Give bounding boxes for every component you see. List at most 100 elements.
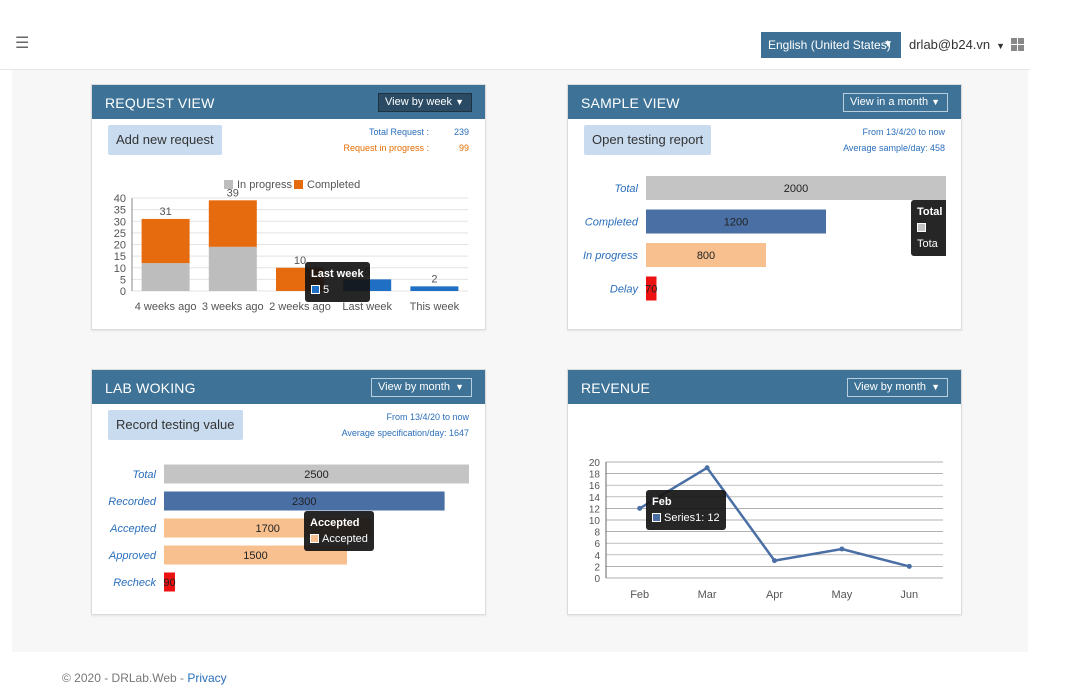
x-tick-label: Feb: [630, 589, 649, 601]
view-by-label: View by week: [385, 96, 453, 108]
y-tick-label: 4: [594, 551, 600, 562]
bar: [646, 209, 826, 234]
tooltip-swatch: [652, 513, 661, 522]
y-tick-label: 35: [114, 205, 126, 217]
legend-swatch: [224, 180, 233, 189]
sample-stats: From 13/4/20 to now Average sample/day: …: [745, 124, 945, 156]
footer-copyright: © 2020 - DRLab.Web -: [62, 671, 188, 685]
tooltip-value: Accepted: [322, 533, 368, 545]
card-title: SAMPLE VIEW: [581, 95, 680, 111]
data-label: 39: [227, 187, 239, 199]
apps-grid-icon[interactable]: [1011, 38, 1024, 51]
data-point: [772, 558, 777, 564]
y-tick-label: 6: [594, 539, 600, 550]
bar: [164, 572, 175, 592]
y-tick-label: 5: [120, 274, 126, 286]
x-tick-label: 4 weeks ago: [135, 301, 197, 313]
card-title: REVENUE: [581, 380, 651, 396]
footer: © 2020 - DRLab.Web - Privacy: [62, 671, 227, 685]
request-stats: Total Request : 239 Request in progress :…: [269, 124, 469, 156]
tooltip-title: Feb: [652, 496, 672, 508]
chevron-down-icon: ▼: [996, 41, 1006, 51]
add-new-request-button[interactable]: Add new request: [108, 125, 222, 155]
y-tick-label: 8: [594, 528, 600, 539]
tooltip-swatch: [917, 223, 926, 232]
record-testing-value-button[interactable]: Record testing value: [108, 410, 243, 440]
language-select[interactable]: English (United States) ▼: [761, 32, 901, 58]
card-header: LAB WOKING View by month ▼: [92, 370, 485, 404]
data-label: 2000: [784, 183, 808, 195]
lab-working-card: LAB WOKING View by month ▼ Record testin…: [91, 369, 486, 615]
category-label: In progress: [583, 250, 639, 262]
bar: [164, 464, 469, 484]
y-tick-label: 10: [114, 263, 126, 275]
privacy-link[interactable]: Privacy: [187, 671, 227, 685]
category-label: Completed: [585, 217, 639, 229]
data-label: 1500: [243, 550, 267, 562]
language-label: English (United States): [768, 38, 891, 52]
y-tick-label: 0: [594, 574, 600, 585]
lab-average: Average specification/day: 1647: [341, 428, 469, 438]
tooltip-title: Accepted: [310, 517, 360, 529]
sample-average: Average sample/day: 458: [843, 143, 945, 153]
chevron-down-icon: ▼: [883, 39, 893, 50]
lab-hbar-chart: Total 2500 Recorded 2300 Accepted 1700 Approve…: [108, 464, 469, 592]
chart-tooltip: Total Tota: [911, 200, 946, 256]
x-tick-label: Last week: [342, 301, 392, 313]
view-by-select[interactable]: View in a month ▼: [843, 93, 948, 112]
revenue-card: REVENUE View by month ▼ 0 2 4 6 8 10 12 14 16 18 2…: [567, 369, 962, 615]
card-title: REQUEST VIEW: [105, 95, 215, 111]
category-label: Recheck: [113, 577, 156, 589]
view-by-label: View by month: [378, 381, 450, 393]
data-point: [906, 563, 912, 569]
x-tick-label: May: [832, 589, 853, 601]
data-label: 1200: [724, 217, 748, 229]
user-menu[interactable]: drlab@b24.vn ▼: [909, 37, 1005, 52]
menu-icon[interactable]: ☰: [15, 35, 30, 52]
chevron-down-icon: ▼: [455, 382, 464, 392]
x-tick-label: Mar: [698, 589, 717, 601]
y-tick-label: 0: [120, 286, 126, 298]
card-header: REQUEST VIEW View by week ▼: [92, 85, 485, 119]
data-label: 10: [294, 255, 306, 267]
category-label: Approved: [108, 550, 157, 562]
data-label: 70: [645, 284, 657, 296]
view-by-label: View in a month: [850, 96, 929, 108]
sample-date-range: From 13/4/20 to now: [862, 127, 945, 137]
category-label: Accepted: [109, 523, 157, 535]
open-testing-report-button[interactable]: Open testing report: [584, 125, 712, 155]
tooltip-swatch: [311, 285, 320, 294]
x-tick-label: This week: [410, 301, 460, 313]
x-tick-label: Apr: [766, 589, 783, 601]
request-progress-value: 99: [458, 143, 469, 153]
y-tick-label: 12: [589, 504, 601, 515]
data-point: [637, 505, 643, 511]
bar: [164, 491, 445, 511]
y-tick-label: 14: [589, 493, 601, 504]
lab-date-range: From 13/4/20 to now: [386, 412, 469, 422]
y-tick-label: 16: [589, 481, 601, 492]
category-label: Total: [133, 469, 157, 481]
legend-label: In progress: [237, 179, 293, 191]
view-by-select[interactable]: View by month ▼: [371, 378, 472, 397]
y-tick-label: 25: [114, 228, 126, 240]
data-label: 2500: [304, 469, 328, 481]
tooltip-title: Total: [917, 206, 943, 218]
y-tick-label: 18: [589, 470, 601, 481]
sample-hbar-chart: Total 2000 Completed 1200 In progress 800 Dela…: [583, 176, 946, 301]
sample-view-card: SAMPLE VIEW View in a month ▼ Open testi…: [567, 84, 962, 330]
data-point: [839, 546, 845, 552]
chart-tooltip: Last week 5: [305, 262, 370, 302]
data-label: 31: [159, 206, 171, 218]
data-label: 2300: [292, 496, 316, 508]
tooltip-title: Last week: [311, 268, 364, 280]
y-tick-label: 15: [114, 251, 126, 263]
chevron-down-icon: ▼: [455, 97, 464, 107]
view-by-select[interactable]: View by month ▼: [847, 378, 948, 397]
card-title: LAB WOKING: [105, 380, 196, 396]
chart-tooltip: Accepted Accepted: [304, 511, 374, 551]
data-label: 2: [431, 273, 437, 285]
bar-completed: [141, 218, 190, 264]
view-by-select[interactable]: View by week ▼: [378, 93, 472, 112]
